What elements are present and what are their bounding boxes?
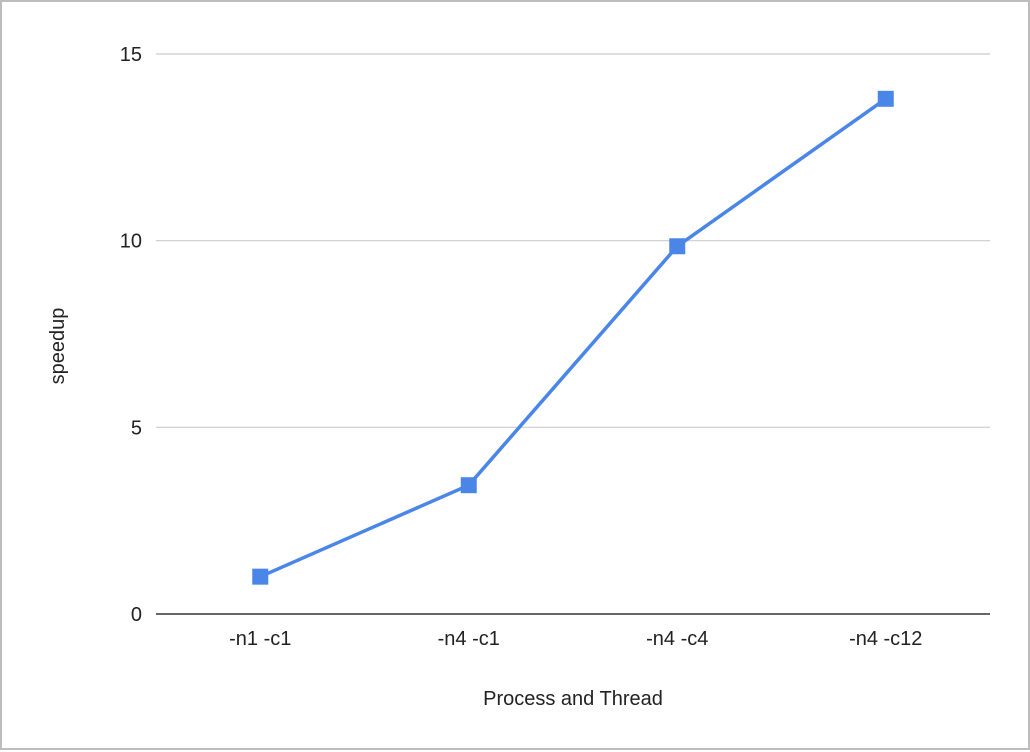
x-tick-label: -n1 -c1 [229,628,291,650]
x-tick-label: -n4 -c12 [849,628,922,650]
x-axis-title: Process and Thread [483,688,663,710]
y-tick-label: 10 [120,231,142,253]
tick-labels: 0 5 10 15 -n1 -c1 -n4 -c1 -n4 -c4 -n4 -c12 [120,44,923,650]
y-tick-label: 5 [131,417,142,439]
x-tick-label: -n4 -c4 [646,628,708,650]
x-tick-label: -n4 -c1 [438,628,500,650]
y-tick-label: 0 [131,604,142,626]
y-tick-label: 15 [120,44,142,66]
gridlines [156,53,990,428]
data-point-marker [460,477,477,494]
y-axis-title: speedup [47,308,69,385]
series-line [259,97,887,579]
data-point-marker [669,238,686,255]
data-point-marker [877,90,894,107]
data-point-marker [252,568,269,585]
series-layer [252,90,894,585]
